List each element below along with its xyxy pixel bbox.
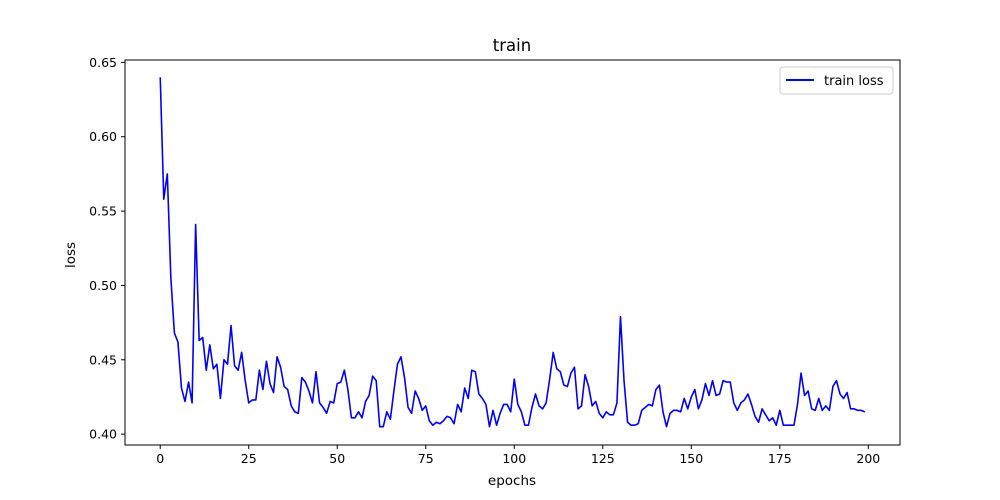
series-line-train-loss: [159, 77, 866, 428]
y-tick-label: 0.40: [89, 427, 117, 442]
legend: train loss: [779, 66, 894, 95]
y-tick-label: 0.50: [89, 278, 117, 293]
x-axis-ticks: 0 25 50 75 100 125 150 175 200: [156, 445, 880, 466]
x-tick-label: 125: [591, 451, 615, 466]
y-tick-label: 0.55: [89, 204, 117, 219]
legend-label-train-loss: train loss: [824, 74, 884, 89]
x-tick-label: 200: [856, 451, 880, 466]
series-layer: [159, 77, 866, 428]
y-tick-label: 0.45: [89, 352, 117, 367]
y-tick-label: 0.60: [89, 129, 117, 144]
x-tick-label: 25: [241, 451, 257, 466]
x-tick-label: 100: [502, 451, 526, 466]
x-tick-label: 75: [418, 451, 434, 466]
x-tick-label: 150: [679, 451, 703, 466]
x-axis-label: epochs: [488, 473, 536, 489]
x-tick-label: 175: [768, 451, 792, 466]
y-axis-ticks: 0.40 0.45 0.50 0.55 0.60 0.65: [89, 55, 125, 442]
x-tick-label: 50: [329, 451, 345, 466]
y-tick-label: 0.65: [89, 55, 117, 70]
x-tick-label: 0: [156, 451, 164, 466]
y-axis-label: loss: [63, 242, 79, 268]
legend-box: [779, 66, 894, 95]
chart-title: train: [493, 36, 531, 55]
plot-area-frame: [124, 59, 901, 446]
